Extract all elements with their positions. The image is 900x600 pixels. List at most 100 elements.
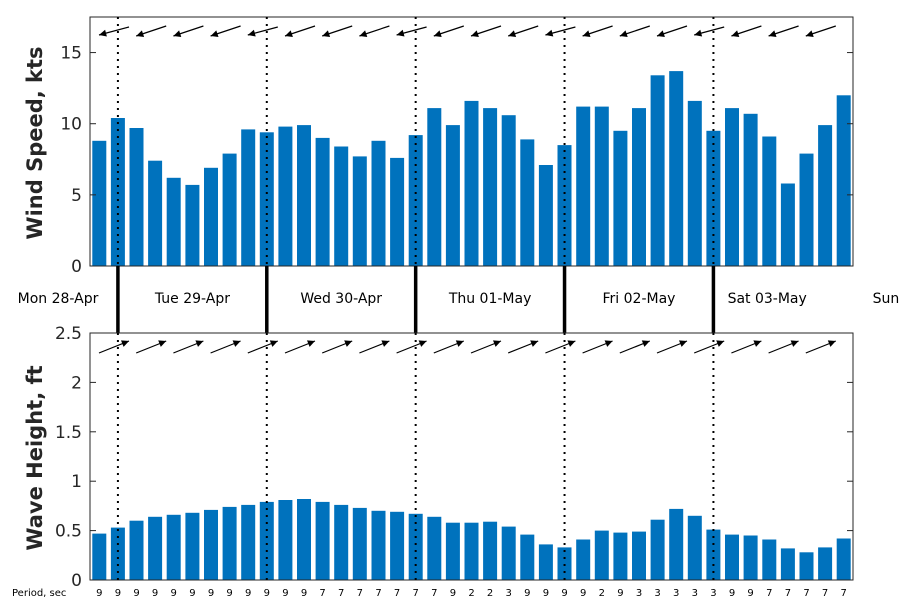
period-value: 9 [543,588,549,599]
period-value: 7 [766,588,772,599]
wind-bar [576,106,591,266]
wind-bar [501,115,516,266]
day-label: Thu 01-May [448,291,532,307]
day-label: Wed 30-Apr [300,291,382,307]
wave-bar [371,510,386,580]
wind-bar [799,153,814,266]
wave-direction-arrow-icon [619,340,651,354]
wind-speed-bars [92,71,851,267]
period-value: 7 [803,588,809,599]
wave-direction-arrow-icon [173,340,204,354]
wind-direction-arrow-icon [359,25,390,37]
period-value: 7 [431,588,437,599]
period-value: 9 [282,588,288,599]
period-value: 7 [338,588,344,599]
wind-bar [520,139,535,266]
wave-direction-arrows [98,340,837,354]
wind-bar [92,140,107,266]
wind-direction-arrow-icon [396,26,427,37]
wave-direction-arrow-icon [507,340,539,354]
wind-direction-arrow-icon [582,25,613,37]
wave-ytick-label: 0.5 [55,522,82,542]
period-value: 7 [822,588,828,599]
wind-speed-axis-label: Wind Speed, kts [23,46,47,239]
wave-bar [352,507,367,580]
wave-bar [278,500,293,580]
wave-direction-arrow-icon [359,340,390,354]
wind-bar [650,75,665,266]
wave-bar [334,504,349,580]
wind-ytick-label: 5 [71,186,82,206]
wind-direction-arrow-icon [136,25,167,37]
wind-bar [687,100,702,267]
wave-bar [557,547,572,580]
wave-bar [110,527,125,580]
wind-bar [706,130,721,266]
period-value: 7 [413,588,419,599]
wind-bar [594,106,609,266]
wave-height-plot: 0 0.5 1 1.5 2 2.5 Wave Height, ft [23,324,854,591]
wave-ytick-label: 0 [71,571,82,591]
wind-bar [538,165,553,266]
period-value: 3 [710,588,716,599]
wave-bar [687,515,702,580]
wind-bar [241,129,256,266]
wind-direction-arrow-icon [470,25,502,37]
wave-bar [743,535,758,580]
wind-bar [334,146,349,266]
wave-direction-arrow-icon [396,340,427,354]
wind-direction-arrow-icon [247,26,278,37]
wind-bar [613,130,628,266]
wave-bar [483,521,498,580]
wave-bar [501,526,516,580]
wave-direction-arrow-icon [582,340,613,354]
wave-bar [706,529,721,580]
wind-direction-arrow-icon [210,25,241,37]
wave-height-axes: 0 0.5 1 1.5 2 2.5 [55,324,854,591]
period-value: 3 [692,588,698,599]
wave-bar [297,499,311,580]
wave-frame [89,332,854,581]
wave-bar [762,539,777,580]
period-value: 9 [189,588,195,599]
period-value: 9 [133,588,139,599]
wave-direction-arrow-icon [805,340,837,354]
wave-bar [390,511,405,580]
wave-bar [538,544,553,580]
wave-height-bars [92,499,851,580]
period-value: 7 [319,588,325,599]
wave-direction-arrow-icon [545,340,576,354]
wave-bar [464,522,479,580]
wave-direction-arrow-icon [433,340,465,354]
wind-bar [390,157,405,266]
wave-ytick-label: 1.5 [55,423,82,443]
wind-ytick-label: 15 [60,44,82,64]
wave-bar [725,534,739,580]
period-value: 3 [636,588,642,599]
wave-bar [408,513,423,580]
wave-height-axis-label: Wave Height, ft [23,365,47,550]
period-value: 9 [561,588,567,599]
period-value: 7 [785,588,791,599]
wave-bar [185,512,200,580]
period-value: 7 [841,588,847,599]
period-row: Period, sec 9 9 9 9 9 9 9 9 9 9 9 9 7 7 7 7 7 7 7 9 2 2 3 9 9 9 9 2… [12,588,847,599]
period-value: 9 [301,588,307,599]
wind-bar [185,184,200,266]
wave-direction-arrow-icon [98,340,130,354]
wave-bar [427,516,442,580]
period-value: 9 [245,588,251,599]
wave-direction-arrow-icon [321,340,353,354]
wind-speed-axes: 0 5 10 15 [60,16,854,277]
wind-bar [352,156,367,266]
period-value: 3 [654,588,660,599]
wind-bar [464,100,479,267]
wind-bar [204,167,218,266]
wave-bar [222,506,237,580]
day-label: Tue 29-Apr [154,291,230,307]
wind-direction-arrow-icon [731,25,762,37]
wind-bar [725,108,739,266]
wave-bar [129,520,144,580]
wind-frame [89,16,854,267]
